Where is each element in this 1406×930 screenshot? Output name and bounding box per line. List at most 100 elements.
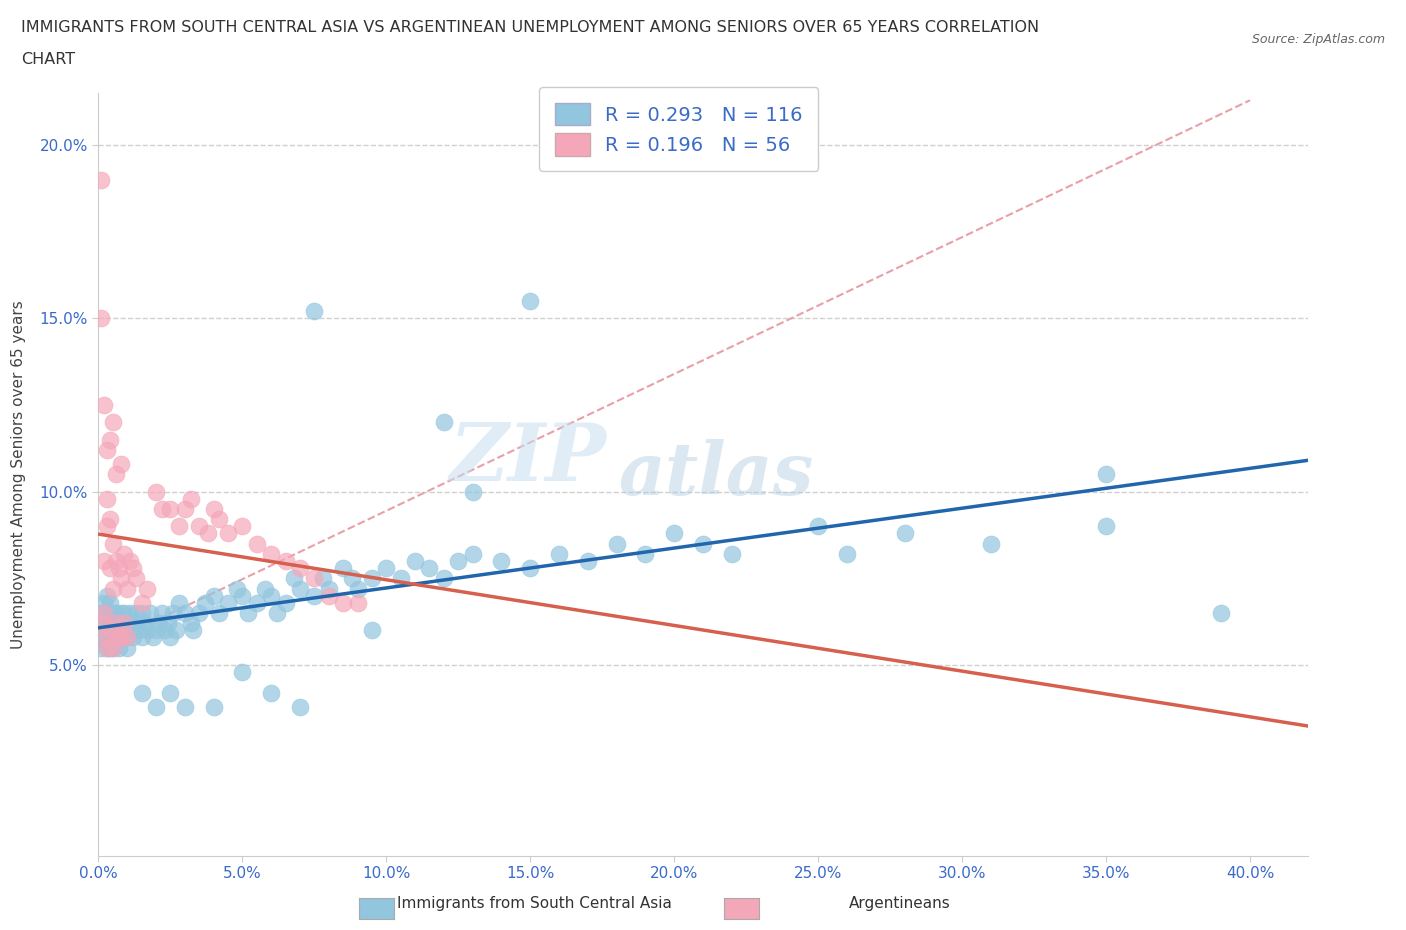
Point (288, 561, 311, 576)
Point (167, 595, 190, 610)
Point (318, 588, 340, 603)
Text: IMMIGRANTS FROM SOUTH CENTRAL ASIA VS ARGENTINEAN UNEMPLOYMENT AMONG SENIORS OVE: IMMIGRANTS FROM SOUTH CENTRAL ASIA VS AR… (21, 20, 1039, 35)
Point (197, 525, 219, 540)
Text: CHART: CHART (21, 52, 75, 67)
Point (115, 630, 138, 644)
Point (519, 561, 541, 576)
Point (304, 304, 326, 319)
Text: Immigrants from South Central Asia: Immigrants from South Central Asia (396, 897, 672, 911)
Point (433, 415, 456, 430)
Point (125, 571, 148, 586)
Point (90, 640, 112, 655)
Point (389, 571, 412, 586)
Point (101, 581, 124, 596)
Point (122, 630, 145, 644)
Point (202, 588, 225, 603)
Point (548, 547, 571, 562)
Point (260, 685, 283, 700)
Text: Argentineans: Argentineans (849, 897, 950, 911)
Point (115, 640, 138, 655)
Point (188, 519, 211, 534)
Point (96, 443, 118, 458)
Point (332, 595, 354, 610)
Point (150, 605, 173, 620)
Point (188, 605, 211, 620)
Point (107, 616, 129, 631)
Point (96, 605, 118, 620)
Text: ZIP: ZIP (450, 420, 606, 498)
Point (145, 485, 167, 499)
Point (110, 605, 132, 620)
Point (125, 616, 148, 631)
Point (288, 581, 311, 596)
Point (183, 623, 205, 638)
Point (361, 571, 384, 586)
Point (115, 623, 138, 638)
Point (254, 581, 277, 596)
Point (159, 685, 181, 700)
Point (131, 595, 153, 610)
Point (312, 571, 335, 586)
Point (107, 640, 129, 655)
Point (104, 467, 127, 482)
Point (107, 630, 129, 644)
Point (231, 588, 253, 603)
Point (692, 537, 714, 551)
Point (90, 616, 112, 631)
Point (274, 595, 297, 610)
Point (375, 561, 398, 576)
Point (664, 525, 686, 540)
Point (288, 699, 311, 714)
Point (835, 547, 858, 562)
Point (217, 525, 239, 540)
Point (96, 491, 118, 506)
Text: Source: ZipAtlas.com: Source: ZipAtlas.com (1251, 33, 1385, 46)
Point (96, 640, 118, 655)
Point (98, 512, 121, 526)
Point (122, 623, 145, 638)
Point (1095, 467, 1118, 482)
Point (461, 485, 484, 499)
Point (90, 630, 112, 644)
Point (131, 605, 153, 620)
Point (606, 537, 628, 551)
Point (90, 605, 112, 620)
Point (98, 623, 121, 638)
Point (346, 581, 368, 596)
Point (98, 561, 121, 576)
Point (236, 605, 259, 620)
Point (93, 630, 115, 644)
Point (120, 616, 142, 631)
Point (110, 630, 132, 644)
Point (246, 595, 269, 610)
Point (93, 595, 115, 610)
Point (107, 561, 129, 576)
Point (519, 294, 541, 309)
Point (807, 519, 830, 534)
Point (433, 571, 456, 586)
Point (90, 616, 112, 631)
Point (173, 605, 195, 620)
Point (266, 605, 288, 620)
Point (125, 605, 148, 620)
Point (90, 311, 112, 325)
Point (159, 630, 181, 644)
Point (153, 623, 176, 638)
Point (104, 616, 127, 631)
Point (173, 699, 195, 714)
Point (980, 537, 1002, 551)
Point (167, 519, 190, 534)
Point (90, 172, 112, 187)
Point (202, 699, 225, 714)
Point (101, 537, 124, 551)
Point (96, 588, 118, 603)
Point (346, 595, 368, 610)
Point (304, 571, 326, 586)
Point (361, 623, 384, 638)
Point (145, 699, 167, 714)
Text: atlas: atlas (619, 439, 814, 510)
Y-axis label: Unemployment Among Seniors over 65 years: Unemployment Among Seniors over 65 years (11, 300, 25, 649)
Point (576, 553, 599, 568)
Point (101, 623, 124, 638)
Point (98, 616, 121, 631)
